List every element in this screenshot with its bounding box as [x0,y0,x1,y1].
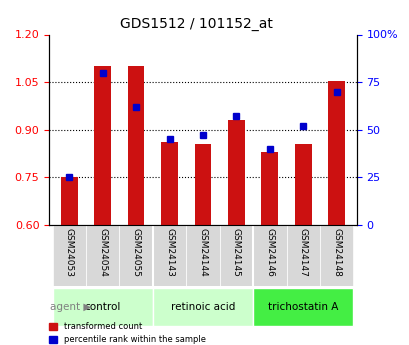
Text: GSM24144: GSM24144 [198,228,207,277]
Text: trichostatin A: trichostatin A [267,302,337,312]
Bar [94,66,111,225]
Bar [128,66,144,225]
Bar [328,80,344,225]
FancyBboxPatch shape [153,288,252,326]
Text: GSM24054: GSM24054 [98,228,107,277]
FancyBboxPatch shape [319,225,353,286]
Bar [194,144,211,225]
Text: GSM24148: GSM24148 [331,228,340,277]
Text: GSM24053: GSM24053 [65,228,74,277]
Text: GSM24055: GSM24055 [131,228,140,277]
FancyBboxPatch shape [219,225,252,286]
FancyBboxPatch shape [286,225,319,286]
Text: GSM24143: GSM24143 [165,228,173,277]
FancyBboxPatch shape [86,225,119,286]
FancyBboxPatch shape [186,225,219,286]
FancyBboxPatch shape [52,225,86,286]
FancyBboxPatch shape [52,288,153,326]
FancyBboxPatch shape [119,225,153,286]
Text: GSM24147: GSM24147 [298,228,307,277]
Bar [261,152,277,225]
FancyBboxPatch shape [252,288,353,326]
Bar [161,142,178,225]
Bar [61,177,77,225]
Text: GSM24146: GSM24146 [265,228,274,277]
FancyBboxPatch shape [252,225,286,286]
Bar [227,120,244,225]
Text: GDS1512 / 101152_at: GDS1512 / 101152_at [120,17,272,31]
FancyBboxPatch shape [153,225,186,286]
Text: GSM24145: GSM24145 [231,228,240,277]
Legend: transformed count, percentile rank within the sample: transformed count, percentile rank withi… [45,319,208,345]
Text: control: control [84,302,121,312]
Text: agent ▶: agent ▶ [50,302,91,312]
Bar [294,144,311,225]
Text: retinoic acid: retinoic acid [170,302,235,312]
